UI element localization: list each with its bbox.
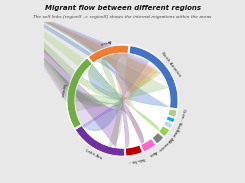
PathPatch shape: [0, 57, 122, 183]
Polygon shape: [126, 145, 142, 156]
Polygon shape: [141, 139, 156, 152]
Polygon shape: [164, 121, 173, 128]
Text: Latin...: Latin...: [172, 122, 182, 136]
Text: Latin Am.: Latin Am.: [84, 148, 103, 161]
Text: Oceania: Oceania: [157, 138, 172, 152]
Polygon shape: [75, 126, 124, 156]
Text: Europe: Europe: [59, 83, 66, 98]
Text: Asia: Asia: [148, 150, 158, 157]
PathPatch shape: [0, 66, 156, 183]
Text: Sub-Sa...: Sub-Sa...: [126, 156, 145, 164]
Text: North America: North America: [160, 51, 182, 77]
Text: Migrant flow between different regions: Migrant flow between different regions: [45, 5, 200, 11]
Polygon shape: [152, 132, 164, 144]
PathPatch shape: [0, 101, 129, 183]
PathPatch shape: [82, 120, 124, 148]
PathPatch shape: [0, 53, 161, 183]
Text: Africa: Africa: [99, 38, 112, 46]
PathPatch shape: [0, 101, 144, 183]
PathPatch shape: [0, 64, 170, 183]
PathPatch shape: [0, 101, 122, 183]
PathPatch shape: [0, 70, 159, 183]
Polygon shape: [159, 126, 170, 136]
PathPatch shape: [0, 61, 149, 183]
Polygon shape: [88, 45, 128, 63]
Circle shape: [67, 45, 178, 156]
Polygon shape: [129, 46, 178, 108]
PathPatch shape: [81, 64, 98, 124]
Text: S: S: [177, 121, 182, 124]
PathPatch shape: [0, 87, 168, 183]
PathPatch shape: [129, 53, 170, 107]
PathPatch shape: [0, 64, 160, 183]
Text: Ocea...: Ocea...: [178, 107, 185, 122]
Text: The self links [regionX -> regionX] shows the internal migrations within the are: The self links [regionX -> regionX] show…: [33, 15, 212, 19]
Polygon shape: [67, 58, 92, 128]
PathPatch shape: [93, 53, 127, 67]
PathPatch shape: [0, 101, 144, 183]
Polygon shape: [168, 109, 177, 117]
Text: East As...: East As...: [165, 128, 179, 145]
Polygon shape: [166, 116, 175, 122]
PathPatch shape: [126, 141, 140, 148]
